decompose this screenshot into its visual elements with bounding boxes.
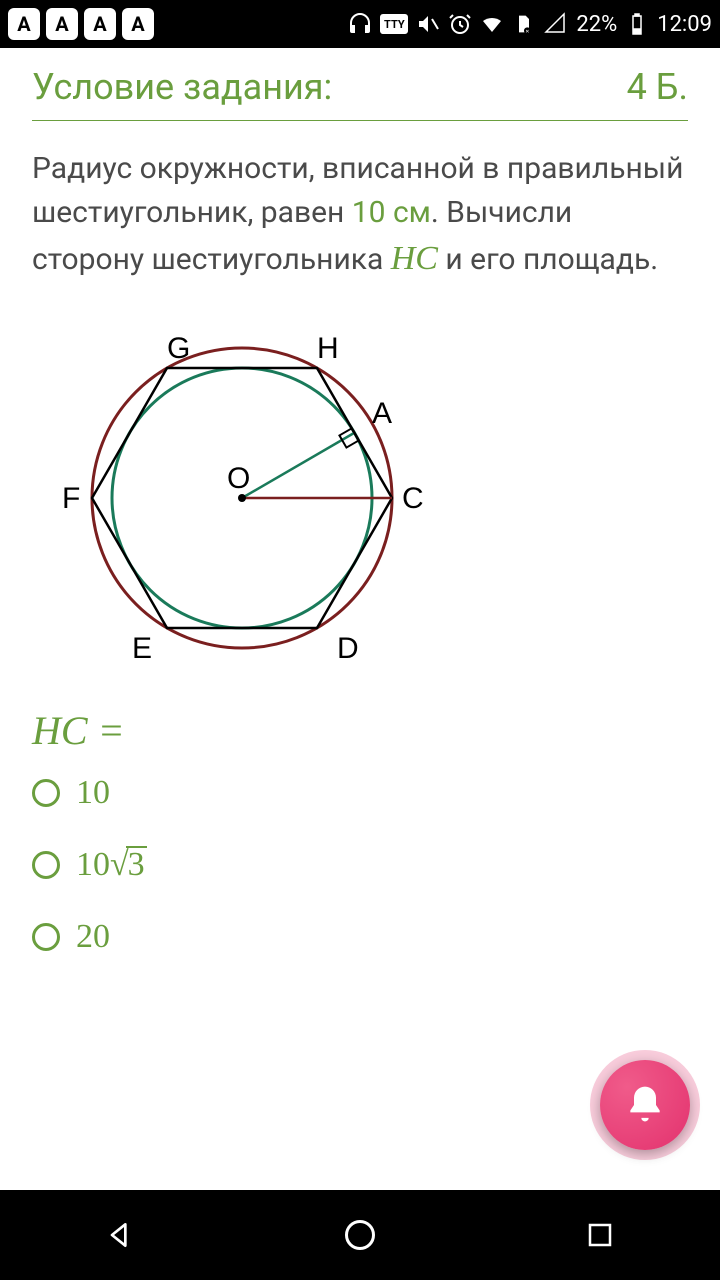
headphones-icon (348, 12, 372, 36)
problem-text: Радиус окружности, вписанной в правильны… (32, 147, 688, 283)
svg-text:C: C (402, 482, 424, 515)
svg-text:F: F (62, 482, 80, 515)
option-text: 10 (76, 774, 110, 812)
radius-value: 10 см (352, 195, 431, 230)
svg-text:H: H (317, 332, 339, 365)
problem-text-3: и его площадь. (438, 242, 658, 277)
battery-icon (625, 12, 649, 36)
wifi-icon (480, 12, 504, 36)
radio-icon[interactable] (32, 923, 60, 951)
task-header: Условие задания: 4 Б. (32, 66, 688, 121)
hexagon-diagram: G H A C D E F O (52, 313, 432, 677)
svg-text:G: G (167, 332, 190, 365)
option-1[interactable]: 10 (32, 774, 688, 812)
header-points: 4 Б. (627, 66, 688, 108)
home-button[interactable] (340, 1215, 380, 1255)
radio-icon[interactable] (32, 851, 60, 879)
svg-text:✕: ✕ (526, 29, 530, 35)
svg-text:A: A (372, 397, 392, 430)
question-label: HC = (32, 707, 688, 754)
option-2[interactable]: 10√3 (32, 846, 688, 884)
battery-percent: 22% (576, 12, 617, 37)
status-right: TTY ✕ 22% 12:09 (348, 12, 712, 37)
clock-time: 12:09 (657, 12, 712, 37)
bell-icon (623, 1083, 667, 1127)
alarm-icon (448, 12, 472, 36)
notification-fab[interactable] (600, 1060, 690, 1150)
signal-icon (544, 12, 568, 36)
header-title: Условие задания: (32, 66, 332, 108)
option-text: 10√3 (76, 846, 147, 884)
android-status-bar: A A A A TTY ✕ 22% 12:09 (0, 0, 720, 48)
svg-text:E: E (132, 632, 152, 665)
side-symbol: HC (391, 240, 438, 277)
recent-apps-button[interactable] (580, 1215, 620, 1255)
option-text: 20 (76, 918, 110, 956)
radio-icon[interactable] (32, 779, 60, 807)
tty-icon: TTY (380, 14, 408, 34)
main-content: Условие задания: 4 Б. Радиус окружности,… (0, 48, 720, 956)
app-notification-icon: A (46, 8, 78, 40)
mute-icon (416, 12, 440, 36)
app-notification-icon: A (8, 8, 40, 40)
android-nav-bar (0, 1190, 720, 1280)
svg-text:O: O (227, 462, 250, 495)
back-button[interactable] (100, 1215, 140, 1255)
app-notification-icon: A (84, 8, 116, 40)
svg-text:D: D (337, 632, 359, 665)
option-3[interactable]: 20 (32, 918, 688, 956)
document-icon: ✕ (512, 12, 536, 36)
app-notification-icon: A (122, 8, 154, 40)
status-left: A A A A (8, 8, 154, 40)
